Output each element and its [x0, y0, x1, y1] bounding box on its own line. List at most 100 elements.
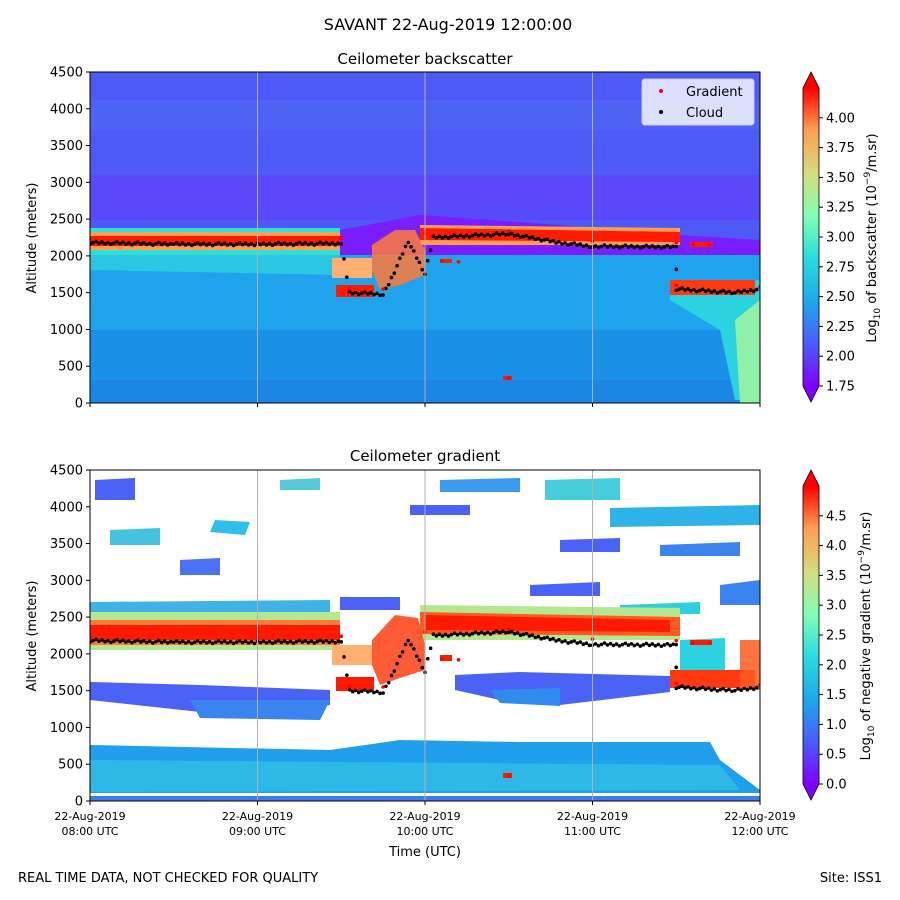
cloud-point	[557, 239, 561, 244]
cloud-point	[527, 634, 532, 638]
cloud-point	[384, 684, 388, 689]
gradient-xaxis: 22-Aug-2019 08:00 UTC 22-Aug-2019 09:00 UTC…	[54, 801, 796, 838]
gradient-point	[456, 259, 461, 264]
colorbar-tick-label: 2.25	[826, 320, 855, 335]
cloud-point	[608, 641, 613, 646]
cloud-point	[103, 639, 107, 644]
cloud-point	[727, 687, 731, 692]
cloud-point	[739, 290, 743, 294]
cloud-point	[403, 642, 408, 647]
cloud-point	[204, 641, 209, 645]
cloud-point	[165, 243, 170, 247]
cloud-point	[261, 241, 266, 245]
cloud-point	[641, 244, 646, 249]
cloud-point	[494, 231, 499, 235]
colorbar-tick-label: 4.00	[826, 111, 855, 126]
cloud-point	[452, 233, 457, 237]
cloud-point	[467, 633, 472, 637]
cloud-point	[434, 235, 439, 240]
cloud-point	[378, 293, 382, 298]
cloud-point	[706, 686, 711, 690]
cloud-point	[491, 232, 496, 237]
colorbar-tick-label: 3.75	[826, 141, 855, 156]
cloud-point	[392, 271, 397, 275]
cloud-point	[270, 243, 275, 248]
cloud-point	[659, 644, 664, 649]
cloud-point	[378, 691, 382, 696]
cloud-point	[168, 241, 173, 246]
cloud-point	[183, 243, 188, 247]
cloud-point	[216, 638, 221, 643]
gradient-point	[339, 236, 344, 241]
cloud-point	[240, 242, 245, 247]
cloud-point	[730, 291, 734, 296]
cloud-point	[177, 242, 182, 247]
y-tick-label: 4500	[50, 66, 83, 81]
cloud-point	[264, 243, 269, 247]
cloud-point	[745, 687, 750, 692]
y-tick-label: 3000	[50, 574, 83, 589]
cloud-point	[270, 641, 275, 646]
cloud-point	[318, 638, 323, 643]
cloud-point	[440, 236, 445, 240]
cloud-point	[464, 233, 469, 238]
cloud-point	[225, 243, 230, 247]
cloud-point	[130, 640, 134, 645]
cloud-point	[715, 689, 720, 693]
cloud-point	[650, 244, 655, 248]
cloud-point	[647, 245, 652, 250]
cloud-point	[662, 643, 667, 647]
x-tick-label-time: 08:00 UTC	[61, 825, 118, 838]
cloud-point	[644, 243, 649, 248]
cloud-point	[548, 637, 552, 642]
gradient-point	[506, 229, 511, 233]
cloud-point	[121, 240, 125, 245]
cloud-point	[755, 685, 759, 690]
cloud-point	[246, 641, 251, 645]
cloud-point	[303, 639, 308, 643]
cloud-point	[700, 685, 705, 690]
cloud-point	[309, 241, 314, 246]
cloud-point	[485, 630, 490, 635]
cloud-point	[291, 243, 296, 247]
cloud-point	[204, 243, 209, 247]
cloud-point	[237, 240, 242, 245]
cloud-point	[124, 242, 128, 246]
cloud-point	[324, 638, 329, 643]
cloud-point	[174, 240, 179, 245]
cloud-point	[154, 242, 158, 246]
cloud-point	[479, 232, 484, 237]
cloud-point	[530, 235, 535, 239]
cloud-point	[449, 632, 454, 637]
cloud-point	[626, 643, 631, 647]
colorbar-tick-label: 3.50	[826, 171, 855, 186]
cloud-point	[189, 243, 194, 248]
cloud-point	[222, 241, 227, 246]
gradient-point	[456, 657, 461, 662]
cloud-point	[482, 234, 487, 238]
colorbar-tick-label: 3.00	[826, 231, 855, 246]
cloud-point	[276, 638, 281, 643]
cloud-point	[545, 635, 549, 640]
site-label: Site: ISS1	[820, 871, 882, 886]
cloud-point	[542, 636, 547, 640]
backscatter-colorbar-label: Log10 of backscatter (10−9/m.sr)	[863, 133, 883, 342]
cloud-point	[159, 242, 164, 247]
cloud-point	[222, 639, 227, 644]
cloud-point	[611, 245, 616, 250]
cloud-point	[602, 243, 607, 247]
cloud-point	[285, 640, 290, 645]
cloud-point	[473, 630, 478, 634]
cloud-point	[494, 629, 499, 633]
cloud-point	[461, 235, 466, 239]
cloud-point	[94, 239, 98, 244]
gradient-point	[439, 259, 444, 263]
cloud-point	[575, 243, 580, 247]
cloud-point	[342, 257, 346, 261]
cloud-point	[381, 293, 385, 297]
cloud-point	[409, 244, 413, 249]
cloud-point	[145, 242, 149, 247]
cloud-point	[692, 287, 696, 292]
cloud-point	[727, 289, 731, 294]
cloud-point	[321, 242, 326, 246]
